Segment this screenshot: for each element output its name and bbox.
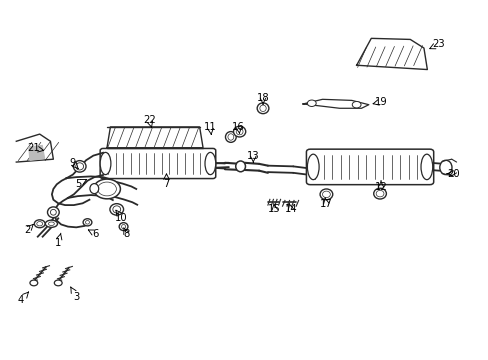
Text: 9: 9 — [69, 158, 76, 168]
Ellipse shape — [119, 223, 128, 230]
Text: 22: 22 — [143, 115, 156, 125]
Text: 19: 19 — [374, 97, 386, 107]
Text: 23: 23 — [431, 40, 444, 49]
Polygon shape — [16, 134, 53, 162]
Ellipse shape — [439, 160, 451, 175]
FancyBboxPatch shape — [100, 148, 215, 179]
Ellipse shape — [90, 184, 99, 194]
Text: 7: 7 — [163, 179, 169, 189]
Text: 2: 2 — [24, 225, 31, 235]
Text: 20: 20 — [446, 168, 459, 179]
Text: 17: 17 — [319, 199, 332, 210]
Ellipse shape — [98, 182, 116, 196]
Ellipse shape — [73, 161, 86, 172]
Ellipse shape — [373, 188, 386, 199]
Ellipse shape — [30, 280, 38, 286]
Text: 8: 8 — [123, 229, 129, 239]
Text: 4: 4 — [18, 295, 24, 305]
Ellipse shape — [113, 206, 121, 213]
Text: 5: 5 — [75, 179, 81, 189]
Ellipse shape — [85, 221, 89, 224]
Ellipse shape — [322, 191, 330, 198]
Ellipse shape — [45, 220, 58, 227]
Ellipse shape — [37, 222, 42, 226]
FancyBboxPatch shape — [306, 149, 433, 185]
Ellipse shape — [307, 100, 316, 107]
Text: 15: 15 — [268, 204, 281, 215]
Ellipse shape — [50, 210, 56, 215]
Polygon shape — [303, 99, 368, 108]
Text: 18: 18 — [256, 93, 269, 103]
Ellipse shape — [54, 280, 62, 286]
Text: 14: 14 — [284, 204, 297, 215]
Ellipse shape — [100, 152, 111, 175]
Ellipse shape — [259, 105, 265, 112]
Ellipse shape — [93, 179, 120, 199]
Ellipse shape — [227, 134, 233, 140]
Text: 6: 6 — [92, 229, 99, 239]
Ellipse shape — [110, 204, 123, 215]
Ellipse shape — [236, 129, 243, 135]
Ellipse shape — [307, 154, 319, 180]
Ellipse shape — [225, 132, 236, 142]
Ellipse shape — [375, 190, 383, 197]
Text: 1: 1 — [55, 238, 61, 248]
Ellipse shape — [351, 102, 360, 108]
Ellipse shape — [76, 163, 83, 170]
Ellipse shape — [48, 222, 54, 226]
Ellipse shape — [320, 189, 332, 200]
Ellipse shape — [204, 152, 215, 175]
Ellipse shape — [233, 126, 245, 137]
Polygon shape — [356, 39, 427, 69]
Text: 3: 3 — [73, 292, 79, 302]
Text: 12: 12 — [374, 182, 386, 192]
Ellipse shape — [235, 161, 245, 172]
Ellipse shape — [83, 219, 92, 226]
Polygon shape — [107, 127, 203, 148]
Ellipse shape — [34, 220, 45, 228]
Ellipse shape — [122, 225, 125, 229]
Ellipse shape — [257, 103, 268, 114]
Text: 11: 11 — [203, 122, 216, 132]
Ellipse shape — [420, 154, 432, 180]
Text: 16: 16 — [232, 122, 244, 132]
Text: 10: 10 — [115, 213, 128, 222]
Polygon shape — [29, 145, 44, 160]
Text: 13: 13 — [246, 150, 259, 161]
Ellipse shape — [47, 207, 59, 218]
Text: 21: 21 — [27, 143, 40, 153]
